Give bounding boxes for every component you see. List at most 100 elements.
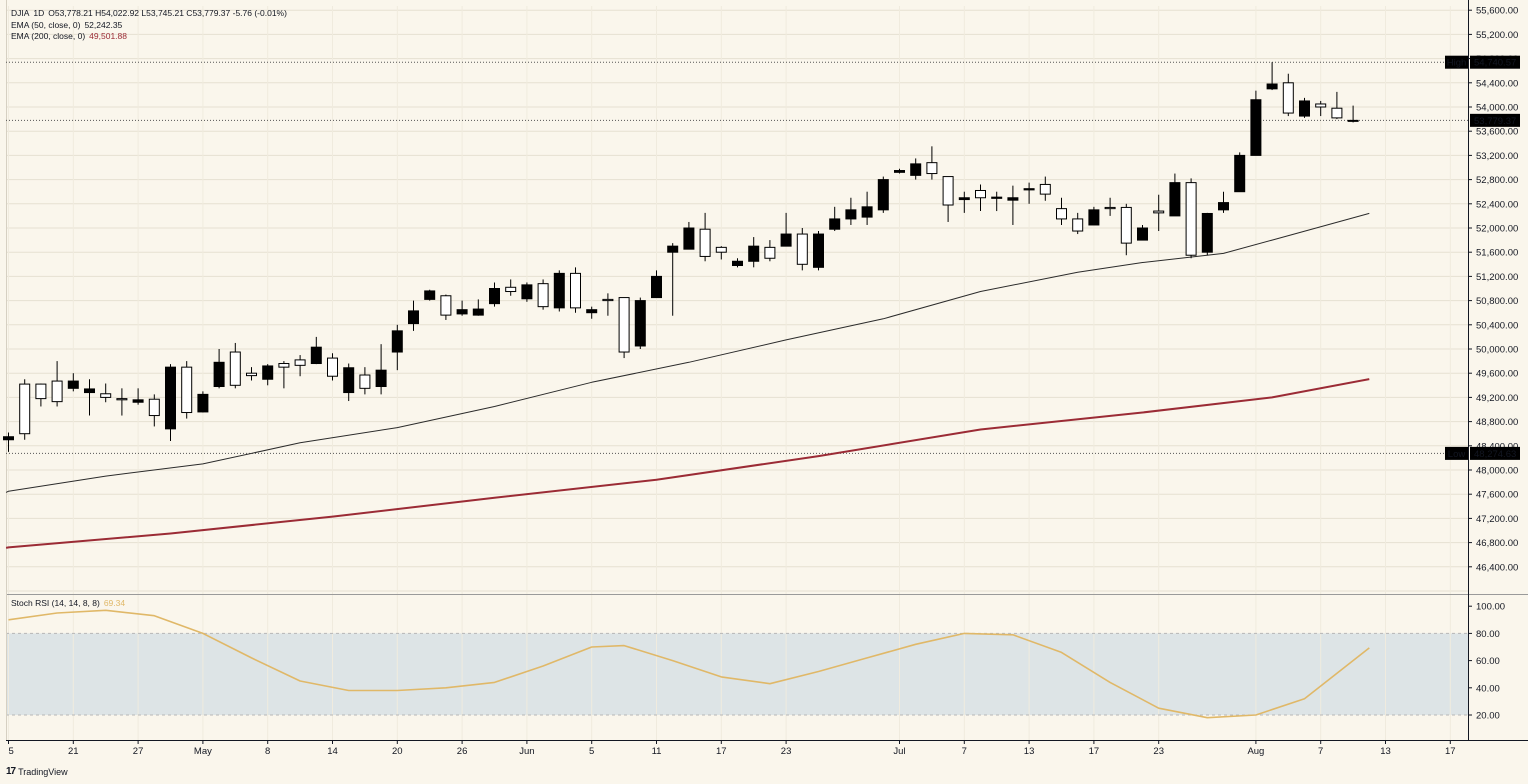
price-tick-label: 52,800.00	[1476, 175, 1518, 186]
candle-down[interactable]	[343, 367, 355, 394]
candle-down[interactable]	[521, 284, 533, 300]
high-label: High	[1447, 58, 1467, 69]
candle-down[interactable]	[667, 245, 679, 253]
candle-up[interactable]	[618, 297, 630, 353]
candle-up[interactable]	[699, 228, 711, 257]
candle-down[interactable]	[3, 436, 14, 441]
candle-down[interactable]	[408, 310, 419, 325]
candle-down[interactable]	[165, 366, 176, 430]
time-tick-label: Aug	[1247, 746, 1264, 757]
candle-up[interactable]	[229, 351, 241, 386]
candle-down[interactable]	[634, 300, 646, 347]
price-tick-label: 52,000.00	[1476, 224, 1518, 235]
candle-down[interactable]	[1234, 154, 1246, 193]
price-tick-label: 50,000.00	[1476, 345, 1518, 356]
candle-up[interactable]	[715, 246, 727, 253]
candle-up[interactable]	[570, 272, 581, 309]
candle-down[interactable]	[391, 330, 403, 353]
candle-down[interactable]	[877, 179, 889, 211]
candle-up[interactable]	[246, 372, 257, 377]
candle-down[interactable]	[1266, 83, 1278, 90]
price-tick-label: 55,200.00	[1476, 30, 1518, 41]
candle-down[interactable]	[1137, 227, 1148, 241]
legend-ema50-label: EMA (50, close, 0)	[11, 20, 81, 30]
candle-up[interactable]	[1039, 183, 1051, 195]
price-tick-label: 49,200.00	[1476, 393, 1518, 404]
candle-down[interactable]	[683, 227, 695, 250]
candle-down[interactable]	[861, 206, 873, 218]
candle-down[interactable]	[489, 288, 500, 305]
candle-down[interactable]	[213, 361, 225, 388]
candle-down[interactable]	[1023, 188, 1035, 191]
candle-down[interactable]	[829, 218, 841, 230]
candle-up[interactable]	[764, 246, 776, 259]
candle-up[interactable]	[1104, 206, 1116, 210]
candle-up[interactable]	[181, 366, 193, 414]
candle-down[interactable]	[748, 245, 760, 262]
candle-down[interactable]	[1088, 209, 1100, 226]
candle-down[interactable]	[1007, 197, 1019, 201]
candle-down[interactable]	[262, 365, 274, 380]
candle-up[interactable]	[294, 359, 306, 366]
candle-down[interactable]	[845, 209, 857, 220]
candle-up[interactable]	[1120, 206, 1132, 244]
candle-up[interactable]	[359, 374, 371, 389]
stoch-tick-label: 80.00	[1476, 629, 1500, 640]
candle-down[interactable]	[1250, 99, 1262, 156]
candle-down[interactable]	[910, 163, 922, 176]
candle-up[interactable]	[1331, 107, 1343, 119]
candle-down[interactable]	[67, 380, 79, 389]
candle-down[interactable]	[472, 308, 484, 316]
candle-down[interactable]	[991, 196, 1003, 199]
ema50-line	[5, 212, 1370, 493]
candle-down[interactable]	[553, 272, 565, 309]
low-badge	[1470, 446, 1520, 460]
candle-up[interactable]	[51, 380, 63, 403]
candle-down[interactable]	[375, 369, 387, 388]
candle-up[interactable]	[602, 298, 614, 302]
candle-down[interactable]	[780, 233, 792, 247]
candle-up[interactable]	[327, 357, 338, 377]
candle-up[interactable]	[537, 283, 549, 308]
candle-up[interactable]	[116, 398, 128, 401]
candle-down[interactable]	[84, 388, 95, 394]
candle-up[interactable]	[1153, 210, 1165, 214]
candle-up[interactable]	[100, 393, 112, 398]
candle-up[interactable]	[1056, 208, 1067, 220]
price-tick-label: 48,800.00	[1476, 417, 1518, 428]
candle-down[interactable]	[813, 233, 824, 268]
candle-up[interactable]	[942, 176, 954, 206]
candle-down[interactable]	[132, 399, 144, 403]
candle-up[interactable]	[975, 189, 986, 199]
candle-up[interactable]	[1347, 119, 1359, 122]
candle-down[interactable]	[310, 346, 322, 365]
candle-up[interactable]	[1185, 182, 1197, 256]
candle-up[interactable]	[1315, 103, 1327, 108]
candle-down[interactable]	[456, 309, 468, 315]
candle-up[interactable]	[505, 286, 517, 293]
candle-down[interactable]	[651, 275, 662, 299]
candle-up[interactable]	[1282, 82, 1294, 114]
candle-up[interactable]	[926, 162, 938, 175]
candle-up[interactable]	[440, 295, 452, 316]
candle-up[interactable]	[19, 383, 31, 435]
candle-up[interactable]	[35, 383, 47, 400]
candle-down[interactable]	[732, 260, 743, 267]
candle-down[interactable]	[1218, 202, 1229, 211]
candle-up[interactable]	[278, 363, 290, 368]
candle-down[interactable]	[586, 309, 598, 314]
stoch-tick-label: 100.00	[1476, 602, 1505, 613]
candle-down[interactable]	[1299, 100, 1310, 117]
price-tick-label: 50,400.00	[1476, 320, 1518, 331]
candle-down[interactable]	[958, 197, 970, 201]
candle-down[interactable]	[1169, 182, 1181, 217]
candle-down[interactable]	[424, 290, 436, 300]
candle-up[interactable]	[1072, 218, 1084, 232]
candle-up[interactable]	[148, 398, 160, 417]
candle-up[interactable]	[796, 233, 808, 265]
candle-down[interactable]	[894, 170, 905, 173]
candle-down[interactable]	[197, 393, 209, 413]
candle-down[interactable]	[1201, 212, 1213, 253]
